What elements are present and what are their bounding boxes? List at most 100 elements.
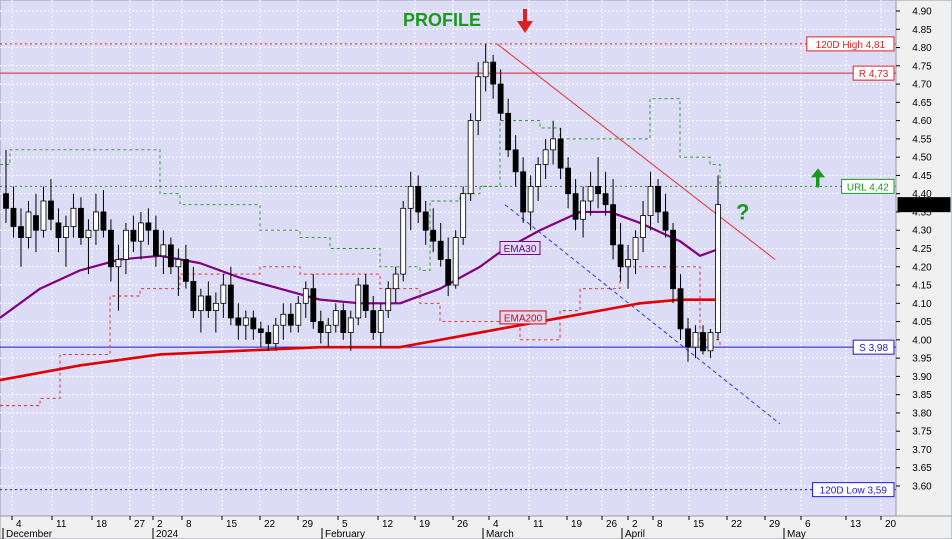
date-tick-label: 19 (571, 519, 583, 530)
candle-body (220, 284, 227, 304)
candle-body (197, 295, 204, 312)
candle (78, 197, 84, 245)
candle-body (647, 185, 654, 217)
candle-body (310, 288, 317, 322)
candle-body (175, 259, 182, 268)
level-tag-text: URL 4,42 (847, 182, 889, 193)
candle (100, 190, 107, 238)
candle (505, 98, 512, 158)
candle (647, 171, 654, 231)
candle-body (160, 244, 167, 257)
price-axis-panel (895, 0, 952, 517)
candle-body (550, 138, 557, 151)
candle-body (280, 313, 287, 326)
price-tick-label: 3.65 (912, 463, 932, 474)
candle-body (40, 200, 47, 231)
candle (370, 296, 377, 340)
candle (572, 179, 579, 231)
date-tick-label: 20 (885, 519, 897, 530)
ema200-label-box (499, 310, 547, 325)
candle (317, 310, 324, 344)
date-tick-label: 26 (606, 519, 618, 530)
candle (160, 230, 167, 275)
candle-body (138, 222, 144, 242)
candle-body (167, 244, 174, 268)
level-tag-120d-high: 120D High 4,81 (806, 36, 895, 52)
candle (707, 328, 714, 359)
candle (692, 325, 699, 359)
candle-body (685, 328, 691, 348)
candle (497, 69, 504, 121)
candle (377, 303, 384, 348)
candle-body (272, 324, 279, 344)
candle (108, 219, 114, 282)
candle-body (85, 229, 92, 238)
candle (655, 179, 661, 223)
candle (415, 175, 422, 223)
date-tick-label: 19 (419, 519, 431, 530)
candle-body (662, 211, 669, 231)
candle-body (602, 193, 609, 206)
candle (332, 303, 339, 333)
candle-body (482, 61, 489, 78)
candle-body (265, 332, 272, 344)
candle-body (610, 204, 616, 246)
candle (257, 321, 264, 348)
candle (700, 325, 706, 355)
candle-body (100, 211, 107, 231)
candle-body (407, 185, 414, 209)
up-arrow-icon (811, 168, 825, 188)
candle (355, 277, 362, 326)
candle (295, 296, 302, 333)
ema200-label-text: EMA200 (504, 313, 543, 324)
candle-body (677, 288, 684, 330)
candle (272, 317, 279, 351)
candle (3, 149, 9, 223)
candle-body (190, 280, 197, 312)
candle (430, 208, 437, 253)
candle (212, 292, 219, 333)
candle (467, 113, 474, 201)
candle-body (467, 120, 474, 195)
candle (527, 175, 534, 231)
date-tick-label: 5 (342, 519, 348, 530)
candle (460, 186, 467, 245)
candle-body (587, 185, 594, 202)
candle-body (302, 288, 309, 304)
date-tick-label: 27 (134, 519, 146, 530)
date-tick-label: 8 (186, 519, 192, 530)
candle-body (565, 167, 572, 195)
candle (550, 120, 557, 165)
candle-body (490, 61, 497, 85)
candle (302, 281, 309, 318)
candle-body (595, 185, 601, 195)
candle (175, 248, 182, 296)
candle (565, 157, 572, 209)
level-tag-box (852, 339, 895, 355)
candle-body (152, 229, 159, 257)
candle (407, 171, 414, 231)
trendline-down-channel (504, 204, 781, 425)
level-tag-120d-low: 120D Low 3,59 (812, 482, 895, 498)
candle-body (385, 288, 392, 312)
candle (167, 237, 174, 275)
date-tick-label: 8 (657, 519, 663, 530)
month-label: March (486, 529, 514, 539)
date-tick-label: 4 (16, 519, 22, 530)
current-price-box (897, 197, 951, 213)
candle-body (535, 164, 542, 187)
candle-body (93, 211, 99, 231)
ema30-line (0, 210, 721, 319)
candle (220, 274, 227, 318)
candle-body (512, 149, 519, 173)
candle-body (70, 207, 77, 227)
candle (580, 186, 586, 238)
price-tick-label: 4.20 (912, 262, 932, 273)
candle (677, 274, 684, 340)
candle (18, 208, 24, 267)
candle (250, 310, 257, 340)
candle (385, 281, 392, 318)
candle (685, 317, 691, 362)
candle-body (460, 193, 467, 238)
